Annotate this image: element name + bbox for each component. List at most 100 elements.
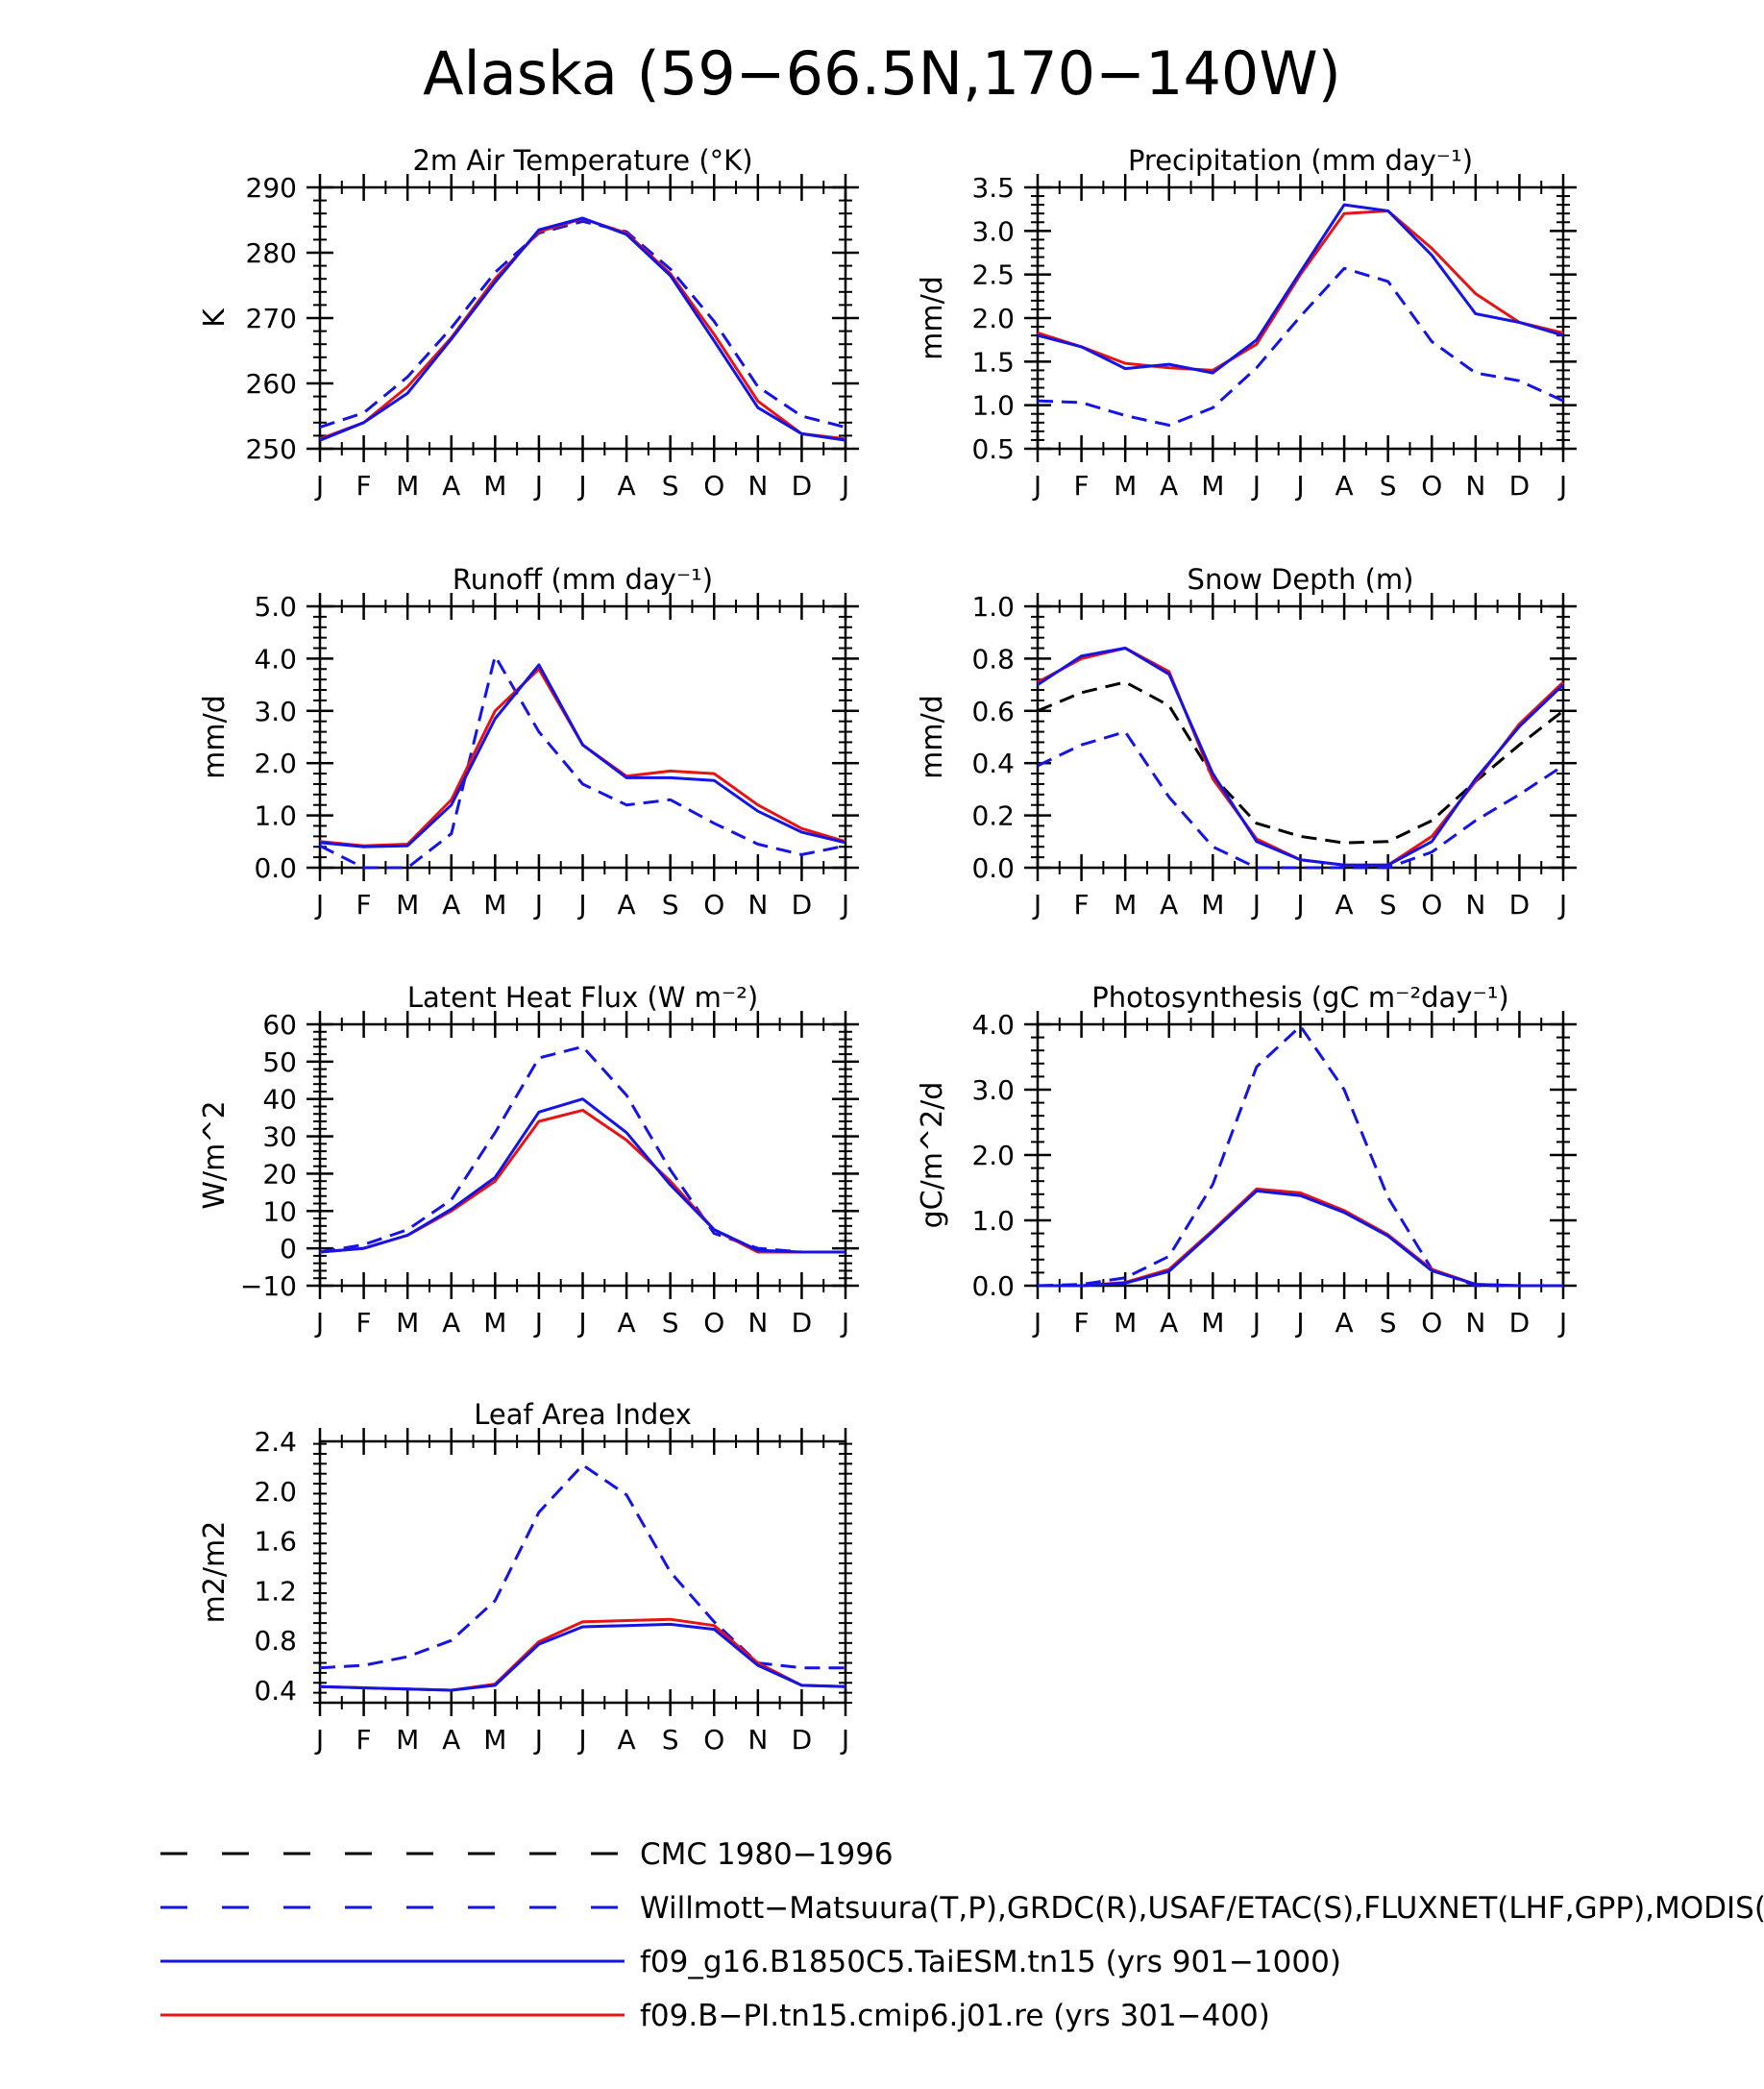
y-axis-label: mm/d [198, 695, 232, 779]
series-line-3 [319, 1097, 845, 1254]
y-tick-label: 5.0 [254, 591, 297, 623]
x-ticks [1036, 174, 1565, 462]
x-tick-label: O [703, 1307, 724, 1339]
y-tick-label: 1.6 [254, 1526, 297, 1558]
y-tick-label: 1.2 [254, 1575, 297, 1607]
x-ticks [1036, 593, 1565, 881]
x-tick-label: A [618, 1307, 636, 1339]
x-tick-label: A [1160, 889, 1178, 921]
y-tick-label: 1.5 [971, 346, 1015, 378]
y-tick-label: 0.4 [971, 748, 1015, 779]
x-tick-label: O [703, 1724, 724, 1756]
x-tick-label: D [1509, 470, 1531, 502]
y-tick-label: 3.5 [971, 172, 1015, 204]
x-tick-label: O [703, 470, 724, 502]
y-tick-label: 1.0 [971, 591, 1015, 623]
y-tick-label: 2.5 [971, 259, 1015, 291]
x-tick-label: A [618, 1724, 636, 1756]
y-tick-label: 2.0 [254, 748, 297, 779]
series-line-2 [1038, 1187, 1563, 1288]
x-ticks [318, 1011, 847, 1299]
x-tick-label: S [1380, 470, 1397, 502]
series-line-2 [319, 217, 846, 441]
y-tick-label: −10 [240, 1270, 297, 1302]
x-tick-label: M [1201, 889, 1224, 921]
y-ticks [1024, 1022, 1577, 1288]
x-tick-label: D [792, 470, 813, 502]
y-tick-label: 0.8 [254, 1625, 297, 1657]
y-tick-label: 2.4 [254, 1426, 297, 1458]
x-tick-label: D [792, 1724, 813, 1756]
x-tick-label: S [662, 1724, 679, 1756]
series-line-3 [1037, 203, 1564, 375]
x-tick-label: J [1557, 1307, 1567, 1339]
x-tick-label: J [533, 1307, 543, 1339]
y-axis-label: K [198, 307, 232, 328]
y-axis-label: mm/d [916, 276, 949, 360]
y-tick-label: 0.4 [254, 1675, 297, 1707]
x-tick-label: J [576, 470, 586, 502]
x-tick-label: M [483, 889, 506, 921]
y-ticks [1024, 604, 1577, 870]
legend-label: Willmott−Matsuura(T,P),GRDC(R),USAF/ETAC… [640, 1891, 1764, 1926]
x-tick-label: J [1032, 1307, 1041, 1339]
y-axis-label: gC/m^2/d [916, 1082, 949, 1229]
x-tick-label: M [1201, 1307, 1224, 1339]
legend-label: f09.B−PI.tn15.cmip6.j01.re (yrs 301−400) [640, 1999, 1270, 2033]
series-line-2 [319, 1108, 845, 1254]
y-tick-label: 3.0 [254, 696, 297, 727]
y-axis-label: W/m^2 [198, 1100, 232, 1209]
x-tick-label: O [703, 889, 724, 921]
x-tick-label: J [576, 1724, 586, 1756]
x-tick-label: A [1160, 1307, 1178, 1339]
y-tick-label: 1.0 [971, 390, 1015, 422]
x-ticks [318, 1428, 847, 1716]
x-tick-label: J [1294, 889, 1304, 921]
y-tick-label: 0.0 [254, 852, 297, 884]
y-tick-label: 1.0 [254, 800, 297, 832]
y-tick-label: 20 [262, 1158, 297, 1190]
x-tick-label: N [747, 1307, 768, 1339]
y-tick-label: 0.8 [971, 643, 1015, 675]
x-tick-label: A [442, 470, 460, 502]
plot-frame [1036, 604, 1565, 870]
y-ticks [313, 1442, 852, 1704]
y-tick-label: 0.2 [971, 800, 1015, 832]
x-tick-label: J [314, 1724, 324, 1756]
y-tick-label: 2.0 [971, 303, 1015, 334]
panel-title: Leaf Area Index [474, 1398, 691, 1431]
x-tick-label: J [1251, 1307, 1261, 1339]
legend-label: CMC 1980−1996 [640, 1837, 894, 1872]
x-tick-label: N [747, 470, 768, 502]
panel-title: Runoff (mm day⁻¹) [453, 563, 713, 596]
x-tick-label: F [1074, 1307, 1090, 1339]
panel-title: Photosynthesis (gC m⁻²day⁻¹) [1091, 981, 1508, 1014]
plot-frame [318, 185, 847, 451]
series-line-1 [319, 1463, 845, 1670]
y-axis-label: mm/d [916, 695, 949, 779]
x-tick-label: J [533, 1724, 543, 1756]
x-tick-label: M [396, 1307, 419, 1339]
x-tick-label: J [840, 1307, 849, 1339]
plot-frame [318, 604, 847, 870]
y-tick-label: 0.5 [971, 433, 1015, 465]
y-tick-label: 4.0 [971, 1009, 1015, 1041]
y-tick-label: 270 [246, 303, 297, 334]
x-tick-label: J [576, 889, 586, 921]
x-tick-label: F [356, 889, 372, 921]
series-line-3 [319, 1622, 846, 1692]
series-line-1 [1037, 680, 1564, 845]
x-tick-label: A [1335, 470, 1354, 502]
y-tick-label: 30 [262, 1121, 297, 1153]
x-tick-label: J [533, 889, 543, 921]
x-tick-label: M [396, 470, 419, 502]
x-tick-label: M [1114, 889, 1137, 921]
y-ticks [306, 185, 859, 451]
series-line-1 [319, 219, 846, 430]
x-tick-label: O [1421, 1307, 1442, 1339]
y-axis-label: m2/m2 [198, 1521, 232, 1624]
x-tick-label: N [747, 889, 768, 921]
panel-title: Precipitation (mm day⁻¹) [1128, 144, 1473, 177]
x-tick-label: S [662, 1307, 679, 1339]
y-tick-label: 60 [262, 1009, 297, 1041]
